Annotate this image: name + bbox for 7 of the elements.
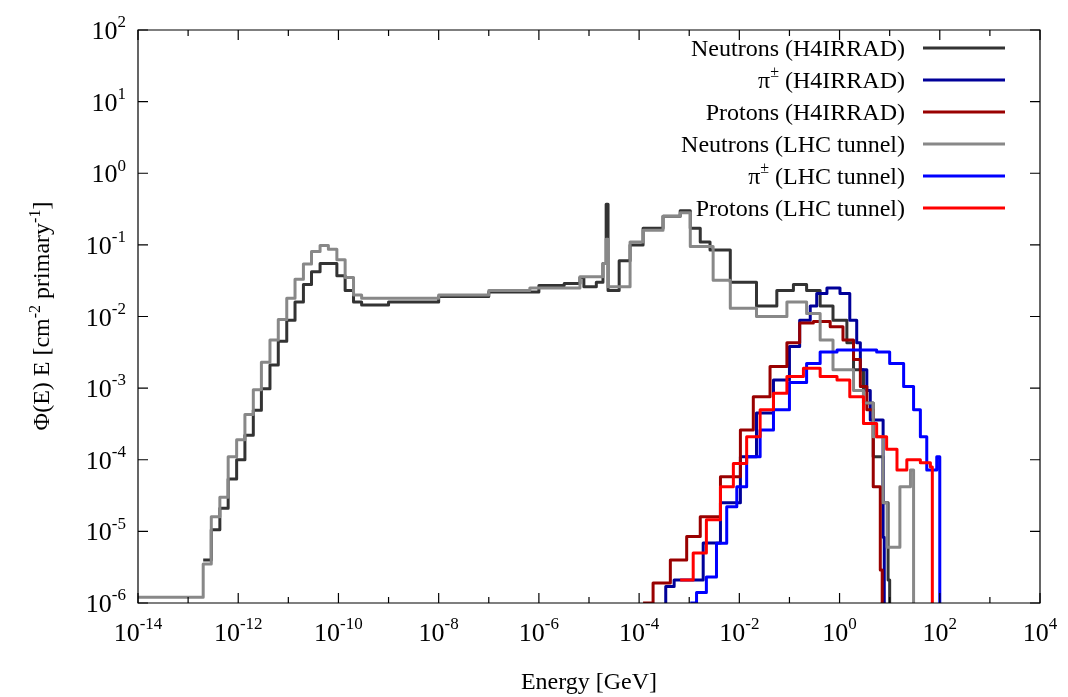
legend-label: π± (H4IRRAD) xyxy=(758,63,906,93)
legend-label: Protons (H4IRRAD) xyxy=(705,99,906,125)
legend-label: π± (LHC tunnel) xyxy=(748,159,906,189)
legend-label: Neutrons (H4IRRAD) xyxy=(691,35,906,61)
legend-label: Neutrons (LHC tunnel) xyxy=(681,131,906,157)
x-axis-title: Energy [GeV] xyxy=(520,668,658,694)
legend-label: Protons (LHC tunnel) xyxy=(695,195,906,221)
